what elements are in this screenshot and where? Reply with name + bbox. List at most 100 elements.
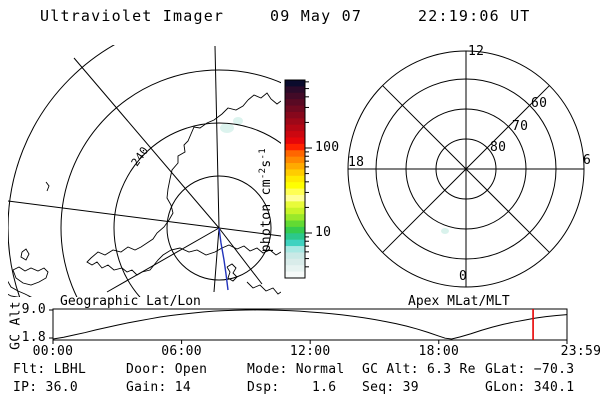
geo-map-panel	[8, 45, 281, 297]
colorbar-band	[285, 201, 305, 209]
colorbar-band	[285, 188, 305, 196]
apex-plot-panel	[347, 50, 585, 288]
x-axis-tick-label: 18:00	[418, 344, 460, 359]
status-glon: GLon: 340.1	[485, 380, 575, 395]
colorbar-band	[285, 118, 305, 126]
colorbar-band	[285, 207, 305, 215]
coastline	[246, 281, 281, 295]
colorbar-band	[285, 233, 305, 241]
x-axis-tick-label: 23:59	[560, 344, 600, 359]
longitude-line	[73, 57, 220, 229]
auroral-glow-spot	[441, 228, 449, 234]
coastline	[86, 99, 249, 276]
mlt-hour-label: 0	[459, 269, 468, 284]
status-door: Door: Open	[126, 362, 208, 377]
longitude-line	[218, 227, 281, 237]
colorbar-band	[285, 169, 305, 177]
status-gc-alt: GC Alt: 6.3 Re	[362, 362, 476, 377]
x-axis-tick-label: 00:00	[32, 344, 74, 359]
colorbar-band	[285, 252, 305, 260]
unit-text: s	[259, 159, 275, 168]
status-ip: IP: 36.0	[13, 380, 79, 395]
latitude-circle	[166, 175, 272, 281]
longitude-line	[8, 200, 220, 229]
gc-alt-axis-label: GC Alt	[8, 301, 24, 350]
colorbar-band	[285, 265, 305, 273]
time-label: 22:19:06 UT	[418, 7, 531, 25]
latitude-circle	[60, 69, 281, 297]
latitude-circle	[113, 122, 281, 297]
colorbar-band	[285, 150, 305, 158]
x-axis-tick-label: 06:00	[161, 344, 202, 359]
mlt-hour-label: 6	[583, 153, 592, 168]
status-mode: Mode: Normal	[247, 362, 345, 377]
longitude-line	[106, 227, 220, 293]
colorbar-band	[285, 124, 305, 132]
status-gain: Gain: 14	[126, 380, 192, 395]
auroral-glow-spot	[233, 117, 243, 125]
mlt-hour-label: 12	[468, 44, 485, 59]
longitude-line	[218, 227, 263, 285]
colorbar-band	[285, 226, 305, 234]
status-glat: GLat: −70.3	[485, 362, 575, 377]
y-axis-tick-label: 1.8	[21, 330, 46, 345]
status-seq: Seq: 39	[362, 380, 419, 395]
mlat-value-label: 60	[531, 96, 548, 111]
x-axis-tick-label: 12:00	[289, 344, 331, 359]
colorbar-frame	[284, 79, 306, 279]
plot-frame	[52, 308, 568, 341]
mlt-spoke	[382, 168, 467, 253]
unit-superscript: -1	[257, 148, 268, 160]
y-axis-tick-label: 9.0	[21, 302, 46, 317]
orbit-track-line	[218, 227, 229, 291]
coastline	[20, 248, 30, 261]
coastline	[45, 181, 50, 192]
colorbar-band	[285, 163, 305, 170]
colorbar-band	[285, 214, 305, 222]
colorbar-band	[285, 220, 305, 228]
colorbar-band	[285, 92, 305, 100]
colorbar-unit-label: photon cm-2s-1	[257, 140, 275, 260]
mlt-hour-label: 18	[348, 155, 365, 170]
colorbar-band	[285, 137, 305, 145]
colorbar-band	[285, 105, 305, 113]
mlt-spoke	[465, 168, 550, 253]
unit-text: photon cm	[259, 179, 275, 253]
apex-plot-caption: Apex MLat/MLT	[408, 294, 510, 309]
geo-map-caption: Geographic Lat/Lon	[60, 294, 201, 309]
longitude-line	[213, 227, 220, 293]
status-dsp: Dsp: 1.6	[247, 380, 337, 395]
colorbar-band	[285, 175, 305, 183]
colorbar-band	[285, 131, 305, 138]
gc-alt-curve	[52, 309, 567, 340]
colorbar-band	[285, 194, 305, 202]
longitude-line	[214, 45, 220, 229]
colorbar-band	[285, 111, 305, 119]
coastline	[12, 266, 49, 286]
colorbar-band	[285, 99, 305, 107]
mlt-spoke	[382, 85, 467, 170]
colorbar-tick-label: 10	[315, 225, 332, 240]
app-title: Ultraviolet Imager	[40, 7, 225, 25]
colorbar-panel	[284, 79, 312, 279]
colorbar-band	[285, 271, 305, 279]
mlt-spoke	[465, 85, 550, 170]
mlat-value-label: 70	[512, 119, 529, 134]
coastline	[226, 263, 238, 282]
gc-alt-plot-panel	[49, 308, 568, 344]
coastline	[247, 92, 281, 105]
date-label: 09 May 07	[270, 7, 363, 25]
colorbar-band	[285, 156, 305, 164]
colorbar-band	[285, 143, 305, 151]
auroral-glow-spot	[220, 123, 234, 133]
colorbar-band	[285, 239, 305, 247]
colorbar-band	[285, 246, 305, 253]
colorbar-band	[285, 86, 305, 94]
colorbar-band	[285, 258, 305, 266]
coastline	[8, 280, 33, 297]
status-flt: Flt: LBHL	[13, 362, 87, 377]
mlat-value-label: 80	[490, 140, 507, 155]
colorbar-band	[285, 182, 305, 190]
